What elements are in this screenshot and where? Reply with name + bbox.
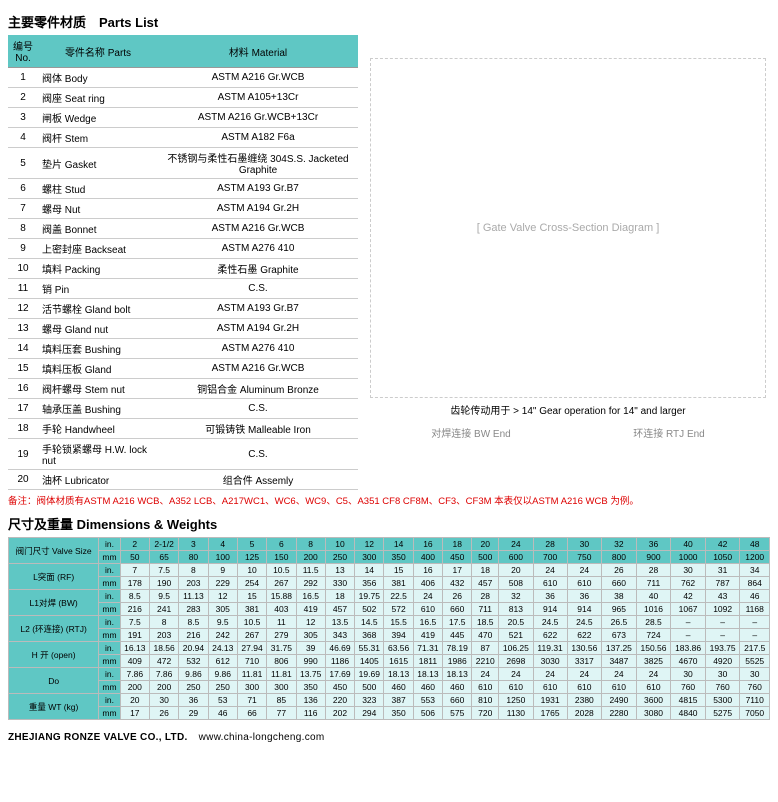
table-row: mm20020025025030030035045050046046046061… [9,681,770,694]
hdr-material: 材料 Material [158,35,358,68]
dims-title: 尺寸及重量 Dimensions & Weights [8,514,770,533]
hdr-no: 编号No. [8,35,38,68]
diagram-area: [ Gate Valve Cross-Section Diagram ] 齿轮传… [366,8,770,490]
table-row: mm17262946667711620229435050657572011301… [9,707,770,720]
gear-label: 齿轮传动用于 > 14" Gear operation for 14" and … [450,402,685,417]
valve-diagram: [ Gate Valve Cross-Section Diagram ] [370,58,766,398]
company-url[interactable]: www.china-longcheng.com [199,732,325,743]
table-row: Doin.7.867.869.869.8611.8111.8113.7517.6… [9,668,770,681]
table-row: 13螺母 Gland nutASTM A194 Gr.2H [8,319,358,339]
table-row: 5垫片 Gasket不锈钢与柔性石墨缠绕 304S.S. Jacketed Gr… [8,148,358,179]
table-row: 10填料 Packing柔性石墨 Graphite [8,259,358,279]
table-row: 4阀杆 StemASTM A182 F6a [8,128,358,148]
footer: ZHEJIANG RONZE VALVE CO., LTD. www.china… [8,732,770,743]
table-row: 3闸板 WedgeASTM A216 Gr.WCB+13Cr [8,108,358,128]
table-row: mm21624128330538140341945750257261066071… [9,603,770,616]
table-row: 重量 WT (kg)in.203036537185136220323387553… [9,694,770,707]
bw-end-label: 对焊连接 BW End [431,425,510,440]
table-row: 20油杯 Lubricator组合件 Assemly [8,470,358,490]
table-row: 17轴承压盖 BushingC.S. [8,399,358,419]
table-row: H 开 (open)in.16.1318.5620.9424.1327.9431… [9,642,770,655]
parts-title: 主要零件材质 Parts List [8,12,358,31]
table-row: 2阀座 Seat ringASTM A105+13Cr [8,88,358,108]
parts-table: 编号No. 零件名称 Parts 材料 Material 1阀体 BodyAST… [8,35,358,490]
table-row: mm19120321624226727930534336839441944547… [9,629,770,642]
table-row: 6螺柱 StudASTM A193 Gr.B7 [8,179,358,199]
note: 备注：阀体材质有ASTM A216 WCB、A352 LCB、A217WC1、W… [8,496,770,508]
table-row: 19手轮锁紧螺母 H.W. lock nutC.S. [8,439,358,470]
table-row: L1对焊 (BW)in.8.59.511.13121515.8816.51819… [9,590,770,603]
table-row: 9上密封座 BackseatASTM A276 410 [8,239,358,259]
table-row: 14填料压套 BushingASTM A276 410 [8,339,358,359]
table-row: mm17819020322925426729233035638140643245… [9,577,770,590]
table-row: 11销 PinC.S. [8,279,358,299]
dims-table: 阀门尺寸 Valve Sizein.22-1/23456810121416182… [8,537,770,720]
table-row: 7螺母 NutASTM A194 Gr.2H [8,199,358,219]
rtj-end-label: 环连接 RTJ End [633,425,705,440]
table-row: 8阀盖 BonnetASTM A216 Gr.WCB [8,219,358,239]
table-row: 15填料压板 GlandASTM A216 Gr.WCB [8,359,358,379]
table-row: 18手轮 Handwheel可锻铸铁 Malleable Iron [8,419,358,439]
table-row: 16阀杆螺母 Stem nut铜铝合金 Aluminum Bronze [8,379,358,399]
company-name: ZHEJIANG RONZE VALVE CO., LTD. [8,732,188,743]
table-row: L突面 (RF)in.77.5891010.511.51314151617182… [9,564,770,577]
table-row: 12活节螺栓 Gland boltASTM A193 Gr.B7 [8,299,358,319]
table-row: mm40947253261271080699011861405161518111… [9,655,770,668]
table-row: L2 (环连接) (RTJ)in.7.588.59.510.5111213.51… [9,616,770,629]
table-row: 1阀体 BodyASTM A216 Gr.WCB [8,68,358,88]
hdr-parts: 零件名称 Parts [38,35,158,68]
